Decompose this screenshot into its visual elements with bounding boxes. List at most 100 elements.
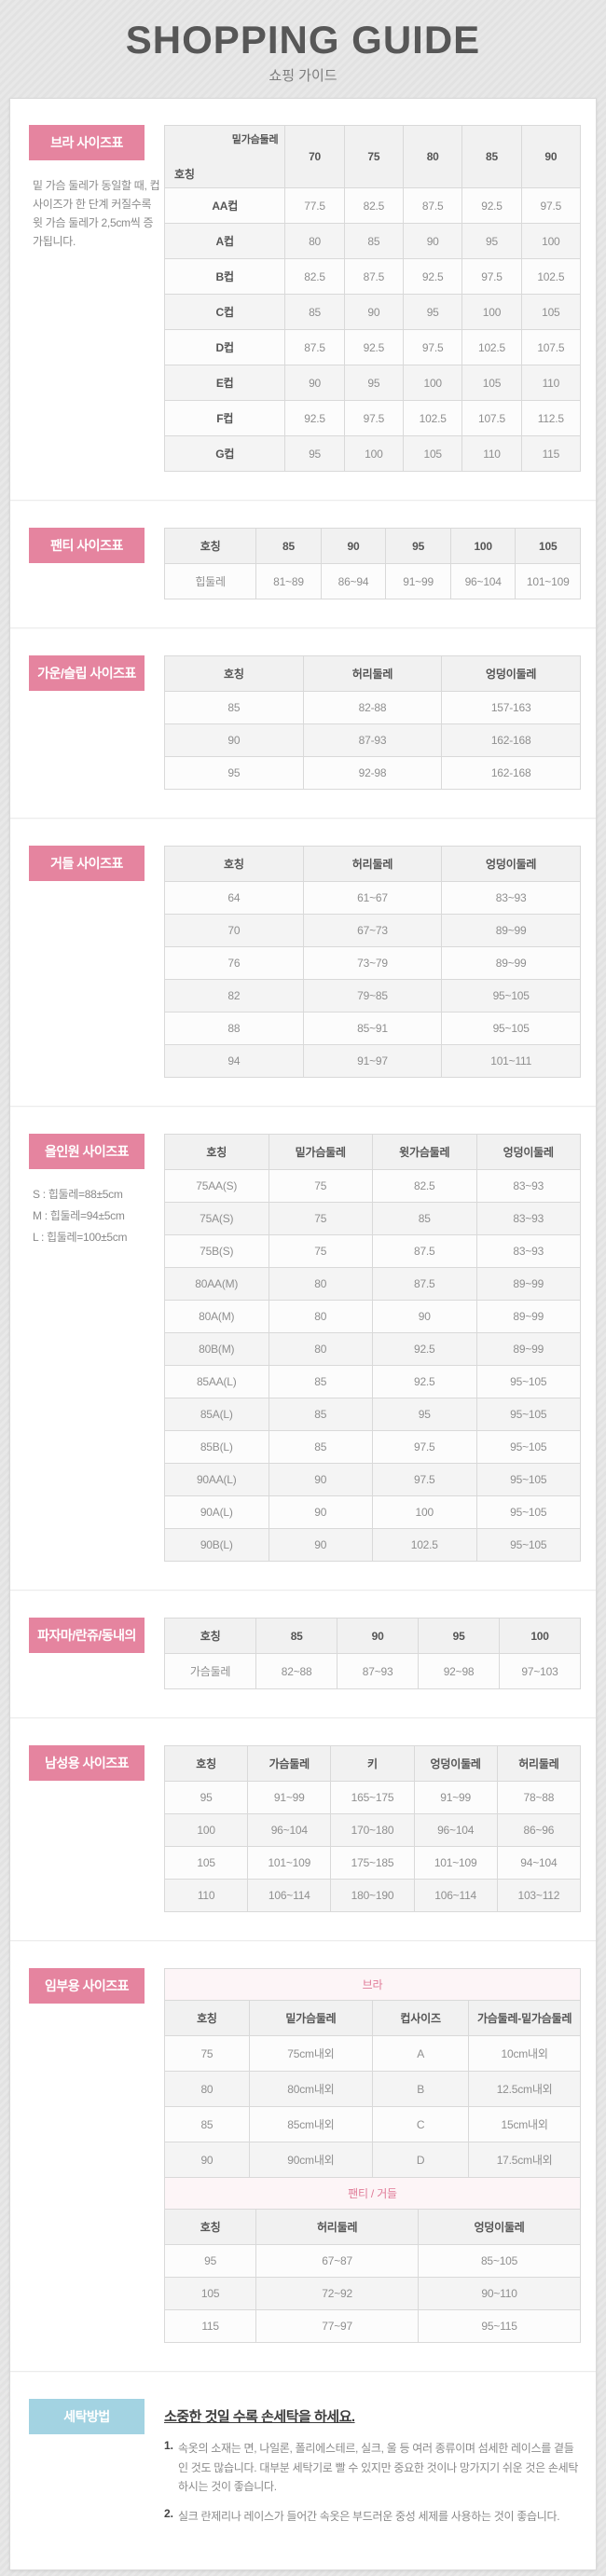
- table-row: 115 77~97 95~115: [163, 2309, 581, 2344]
- table-cell: 91~99: [385, 563, 451, 600]
- table-row: 85A(L) 85 95 95~105: [164, 1398, 581, 1432]
- table-cell: 67~73: [302, 914, 443, 948]
- header-row: 호칭 허리둘레 엉덩이둘레: [163, 2209, 581, 2246]
- table-cell: 85: [372, 1202, 477, 1236]
- table-cell: 107.5: [461, 400, 522, 437]
- table-cell: 97.5: [520, 187, 582, 225]
- table-cell: 95: [284, 435, 345, 473]
- column-header: 밑가슴둘레: [268, 1134, 373, 1171]
- column-header: 호칭: [163, 2209, 257, 2246]
- table-cell: 78~88: [496, 1781, 582, 1815]
- table-cell: 80: [284, 223, 345, 260]
- girdle-size-table: 호칭 허리둘레 엉덩이둘레 64 61~67 83~93 70 67~73 89~99 76 73~…: [164, 846, 581, 1079]
- allinone-note-m: M : 힙둘레=94±5cm: [33, 1208, 125, 1222]
- table-row: 90 90cm내외 D 17.5cm내외: [164, 2142, 581, 2179]
- table-cell: 91~99: [247, 1781, 332, 1815]
- table-cell: 85B(L): [164, 1430, 269, 1465]
- table-cell: 101~109: [413, 1846, 498, 1880]
- header-row: 호칭 밑가슴둘레 윗가슴둘레 엉덩이둘레: [164, 1134, 581, 1171]
- column-header: 엉덩이둘레: [441, 655, 581, 693]
- column-header: 호칭: [163, 1618, 257, 1655]
- table-cell: 96~104: [413, 1813, 498, 1848]
- table-cell: 85: [343, 223, 405, 260]
- table-cell: 170~180: [330, 1813, 415, 1848]
- table-cell: 86~94: [320, 563, 387, 600]
- table-cell: 92.5: [343, 329, 405, 366]
- washing-item-number: 2.: [164, 2507, 174, 2521]
- section-label-maternity: 임부용 사이즈표: [29, 1968, 145, 2004]
- table-cell: 105: [403, 435, 463, 473]
- table-cell: AA컵: [163, 187, 286, 225]
- table-cell: 89~99: [475, 1300, 581, 1334]
- table-row: 95 91~99 165~175 91~99 78~88: [163, 1781, 582, 1815]
- table-cell: 95~105: [475, 1528, 581, 1563]
- table-cell: 90: [164, 723, 304, 758]
- table-row: 70 67~73 89~99: [164, 914, 581, 948]
- table-cell: 92.5: [461, 187, 522, 225]
- allinone-note-s: S : 힙둘레=88±5cm: [33, 1188, 123, 1202]
- table-cell: 75: [268, 1202, 373, 1236]
- section-label-bra: 브라 사이즈표: [29, 125, 145, 161]
- section-divider: [10, 1940, 596, 1943]
- table-row: G컵 95 100 105 110 115: [163, 435, 582, 473]
- table-cell: 83~93: [441, 881, 581, 916]
- table-cell: 101~109: [515, 563, 581, 600]
- table-cell: 89~99: [441, 946, 581, 981]
- column-header: 키: [330, 1745, 415, 1783]
- table-cell: 97~103: [499, 1653, 581, 1690]
- maternity-bra-table: 호칭 밑가슴둘레 컵사이즈 가슴둘레-밑가슴둘레 75 75cm내외 A 10cm내외 80 80…: [164, 2000, 581, 2179]
- table-cell: 180~190: [330, 1879, 415, 1913]
- table-cell: 95: [403, 294, 463, 331]
- table-cell: 95: [372, 1398, 477, 1432]
- table-row: 80 80cm내외 B 12.5cm내외: [164, 2071, 581, 2108]
- table-cell: 95~105: [441, 979, 581, 1013]
- table-cell: 85A(L): [164, 1398, 269, 1432]
- column-header: 95: [385, 528, 451, 565]
- table-cell: 115: [520, 435, 582, 473]
- column-header: 호칭: [164, 2000, 250, 2037]
- section-mens: 남성용 사이즈표 호칭 가슴둘레 키 엉덩이둘레 허리둘레 95 91~99 165~175 9…: [10, 1719, 596, 1940]
- table-cell: 175~185: [330, 1846, 415, 1880]
- table-row: 90B(L) 90 102.5 95~105: [164, 1528, 581, 1563]
- table-cell: F컵: [163, 400, 286, 437]
- table-row: B컵 82.5 87.5 92.5 97.5 102.5: [163, 258, 582, 296]
- header-row: 밑가슴둘레 호칭 70 75 80 85 90: [163, 125, 582, 189]
- table-cell: 80B(M): [164, 1332, 269, 1367]
- table-row: 75A(S) 75 85 83~93: [164, 1202, 581, 1236]
- column-header: 90: [337, 1618, 420, 1655]
- table-cell: 95: [164, 756, 304, 791]
- section-divider: [10, 627, 596, 630]
- column-header: 90: [520, 125, 582, 189]
- column-header: 100: [499, 1618, 581, 1655]
- table-cell: 77.5: [284, 187, 345, 225]
- table-cell: 90B(L): [164, 1528, 269, 1563]
- table-cell: 105: [163, 1846, 249, 1880]
- column-header: 허리둘레: [302, 846, 443, 883]
- table-cell: 가슴둘레: [163, 1653, 257, 1690]
- section-pajama: 파자마/란쥬/동내의 호칭 85 90 95 100 가슴둘레 82~88 87~93 92~9…: [10, 1591, 596, 1717]
- panty-side: 팬티 사이즈표: [29, 528, 164, 599]
- table-row: 76 73~79 89~99: [164, 946, 581, 981]
- page-subtitle: 쇼핑 가이드: [269, 68, 337, 85]
- section-gown: 가운/슬립 사이즈표 호칭 허리둘레 엉덩이둘레 85 82-88 157-163 90 87…: [10, 629, 596, 818]
- table-cell: 87-93: [302, 723, 443, 758]
- table-cell: 100: [461, 294, 522, 331]
- table-cell: 97.5: [372, 1430, 477, 1465]
- bra-note: 밑 가슴 둘레가 동일할 때, 컵 사이즈가 한 단계 커질수록 윗 가슴 둘레…: [33, 179, 160, 248]
- table-cell: 91~97: [302, 1044, 443, 1079]
- table-cell: 95~105: [475, 1430, 581, 1465]
- table-cell: 75: [268, 1169, 373, 1204]
- diagonal-top-label: 밑가슴둘레: [231, 134, 279, 146]
- table-cell: 97.5: [372, 1463, 477, 1497]
- table-row: 힙둘레 81~89 86~94 91~99 96~104 101~109: [163, 563, 581, 600]
- table-cell: 75A(S): [164, 1202, 269, 1236]
- table-cell: 89~99: [441, 914, 581, 948]
- table-cell: 82: [164, 979, 304, 1013]
- table-row: 95 67~87 85~105: [163, 2244, 581, 2279]
- table-cell: 106~114: [247, 1879, 332, 1913]
- section-maternity: 임부용 사이즈표 브라 호칭 밑가슴둘레 컵사이즈 가슴둘레-밑가슴둘레 75 75cm내…: [10, 1942, 596, 2371]
- column-header: 허리둘레: [302, 655, 443, 693]
- panty-size-table: 호칭 85 90 95 100 105 힙둘레 81~89 86~94 91~99 96~104 10…: [163, 528, 581, 600]
- table-row: AA컵 77.5 82.5 87.5 92.5 97.5: [163, 187, 582, 225]
- washing-item-number: 1.: [164, 2439, 174, 2453]
